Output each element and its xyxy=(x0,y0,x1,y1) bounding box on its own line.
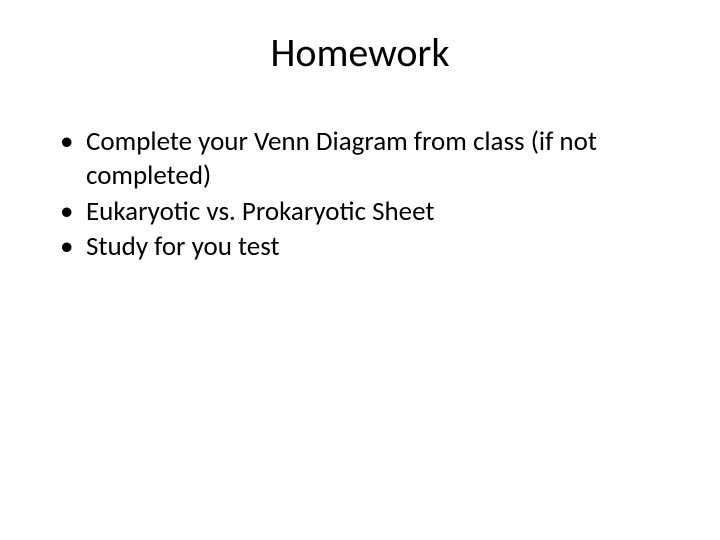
list-item: Study for you test xyxy=(68,230,680,264)
list-item: Complete your Venn Diagram from class (i… xyxy=(68,125,680,193)
bullet-list: Complete your Venn Diagram from class (i… xyxy=(40,125,680,264)
slide: Homework Complete your Venn Diagram from… xyxy=(0,0,720,540)
list-item: Eukaryotic vs. Prokaryotic Sheet xyxy=(68,195,680,229)
slide-title: Homework xyxy=(40,28,680,77)
